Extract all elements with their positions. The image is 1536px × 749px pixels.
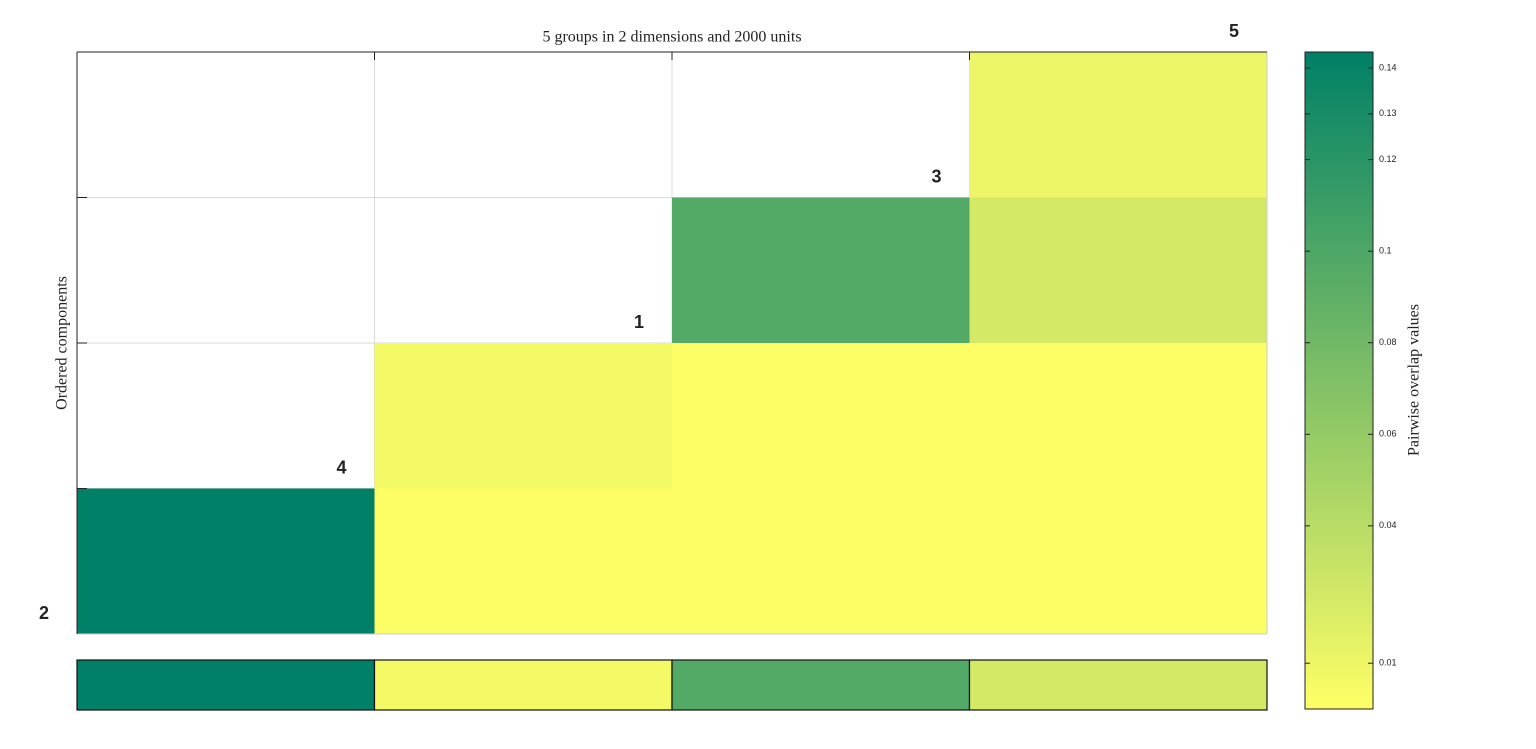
component-label: 5: [1229, 21, 1239, 41]
strip-cell: [76, 659, 376, 711]
colorbar-tick-label: 0.04: [1379, 520, 1397, 530]
colorbar-tick-label: 0.14: [1379, 62, 1397, 72]
component-label: 4: [336, 457, 346, 477]
colorbar-tick-label: 0.01: [1379, 658, 1397, 668]
cell: [969, 488, 1268, 635]
cell: [969, 52, 1268, 198]
strip-cell: [373, 659, 673, 711]
colorbar-tick-label: 0.08: [1379, 337, 1397, 347]
cell: [374, 343, 673, 489]
cell: [374, 488, 673, 635]
y-axis-label: Ordered components: [54, 276, 71, 410]
colorbar-label: Pairwise overlap values: [1406, 304, 1423, 456]
cell: [672, 197, 970, 344]
strip-cell: [968, 659, 1268, 711]
colorbar-tick-label: 0.1: [1379, 246, 1392, 256]
chart-title: 5 groups in 2 dimensions and 2000 units: [542, 29, 801, 46]
cell: [77, 488, 375, 635]
colorbar-tick-label: 0.12: [1379, 154, 1397, 164]
colorbar-tick-label: 0.13: [1379, 108, 1397, 118]
component-label: 2: [39, 603, 49, 623]
component-label: 3: [931, 166, 941, 186]
cell: [672, 488, 970, 635]
strip-cell: [671, 659, 971, 711]
colorbar: [1304, 51, 1374, 710]
colorbar-tick-label: 0.06: [1379, 429, 1397, 439]
cell: [672, 343, 970, 489]
component-label: 1: [634, 312, 644, 332]
cell: [969, 343, 1268, 489]
cell: [969, 197, 1268, 344]
